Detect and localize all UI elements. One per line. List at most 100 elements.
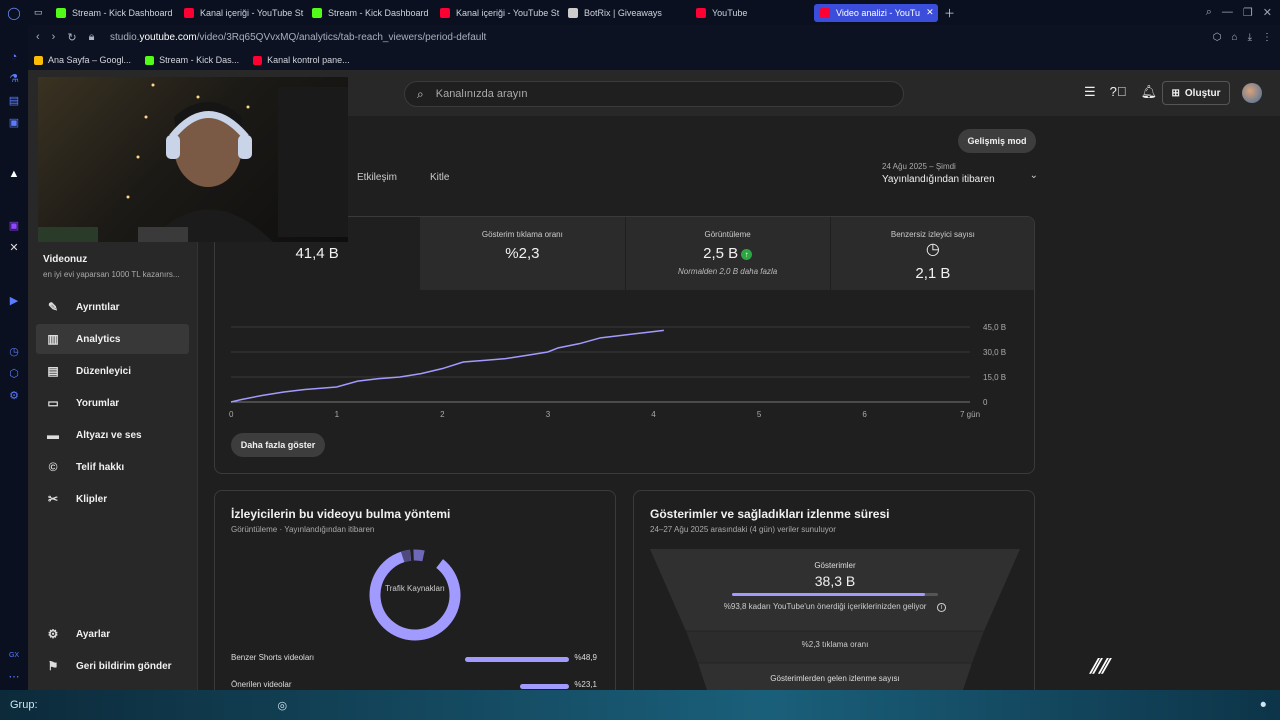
tab-audience[interactable]: Kitle [430, 172, 450, 183]
bookmark-item[interactable]: Ana Sayfa – Googl... [34, 55, 131, 65]
kick-app-icon[interactable]: ▲ [8, 168, 20, 180]
metric-value-row: 41,4 B [215, 245, 419, 262]
gear-icon: ⚙ [47, 627, 59, 641]
opera-menu-button[interactable]: ◯ [7, 5, 21, 20]
gx-icon[interactable]: GX [8, 652, 20, 659]
menu-dots-icon[interactable]: ⋮ [1262, 32, 1272, 43]
impressions-line[interactable] [230, 329, 664, 403]
donut-segment-small [369, 549, 461, 641]
metric-value: 2,1 B [915, 265, 951, 282]
info-icon[interactable]: i [936, 603, 947, 612]
search-tabs-icon[interactable]: ⌕ [1205, 6, 1212, 18]
bell-icon[interactable]: 🔔︎ [1140, 84, 1158, 99]
x-tick-label: 5 [757, 410, 762, 419]
sidebar-item[interactable]: ▤ Düzenleyici [47, 364, 132, 378]
metric-tile[interactable]: Görüntüleme 2,5 B ↑ Normalden 2,0 B daha fa… [625, 217, 831, 290]
browser-tab[interactable]: Video analizi - YouTu ✕ [814, 3, 938, 22]
period-selector[interactable]: 24 Ağu 2025 – Şimdi Yayınlandığından iti… [882, 162, 1042, 185]
lock-icon: 🔒︎ [88, 31, 95, 43]
mail-icon[interactable]: ▣ [8, 117, 20, 129]
more-icon[interactable]: ⋯ [8, 671, 20, 683]
workspace-icon[interactable]: ▭ [34, 7, 43, 17]
funnel-graphic [650, 549, 1020, 690]
metric-value-row: 2,5 B ↑ [626, 245, 830, 262]
x-tick-label: 3 [546, 410, 551, 419]
back-icon[interactable]: ‹ [36, 31, 40, 43]
sidebar-item[interactable]: ⚙ Ayarlar [47, 627, 111, 641]
metric-tile[interactable]: Benzersiz izleyici sayısı ◷ 2,1 B [830, 217, 1034, 290]
create-button[interactable]: ⊞ Oluştur [1162, 81, 1230, 105]
wallet-icon[interactable]: ▤ [8, 95, 20, 107]
traffic-source-label: Benzer Shorts videoları [231, 653, 315, 662]
close-tab-icon[interactable]: ✕ [926, 7, 934, 17]
tab-engagement[interactable]: Etkileşim [357, 172, 398, 183]
extensions-puzzle-icon[interactable]: ⬡ [1212, 32, 1222, 43]
funnel-recommended-note: %93,8 kadarı YouTube'un önerdiği içerikl… [634, 602, 1034, 612]
browser-tab[interactable]: Kanal içeriği - YouTube St [178, 0, 306, 25]
extensions-icon[interactable]: ⬡ [9, 368, 19, 380]
x-tick-label: 4 [651, 410, 656, 419]
metric-value: 2,5 B [703, 245, 739, 262]
sidebar-item[interactable]: ✎ Ayrıntılar [47, 300, 120, 314]
download-icon[interactable]: ⤓ [1247, 32, 1252, 43]
sidebar-item[interactable]: ▥ Analytics [36, 324, 189, 354]
opera-sidebar: ◔ ⚗ ▤ ▣ ▲ ▣ ✕ ▶ ◷ ⬡ ⚙ GX ⋯ [0, 25, 28, 690]
restore-icon[interactable]: ❐ [1242, 7, 1253, 19]
browser-tab[interactable]: Kanal içeriği - YouTube St [434, 0, 562, 25]
sidebar-item[interactable]: ⚑ Geri bildirim gönder [47, 659, 172, 673]
twitch-icon[interactable]: ▣ [8, 220, 20, 232]
speed-dial-icon[interactable]: ◔ [10, 51, 18, 63]
webcam-person-image [38, 83, 348, 242]
show-more-button[interactable]: Daha fazla göster [231, 433, 325, 457]
history-icon[interactable]: ◷ [9, 346, 19, 358]
browser-tab[interactable]: YouTube [690, 0, 814, 25]
close-window-icon[interactable]: ✕ [1262, 7, 1272, 19]
browser-tab-bar: ◯ ▭ Stream - Kick Dashboard Kanal içeriği… [0, 0, 1280, 25]
settings-icon[interactable]: ⚙ [9, 390, 19, 402]
reload-icon[interactable]: ↻ [67, 32, 77, 44]
metric-value-row: %2,3 [420, 245, 624, 262]
metric-tile[interactable]: Gösterim tıklama oranı %2,3 [420, 217, 626, 290]
traffic-donut[interactable] [367, 547, 463, 643]
browser-tab[interactable]: Stream - Kick Dashboard [306, 0, 434, 25]
traffic-source-row[interactable]: Önerilen videolar %23,1 [231, 680, 601, 690]
metric-label: Gösterim tıklama oranı [481, 230, 563, 239]
period-label: Yayınlandığından itibaren [882, 174, 995, 185]
aria-icon[interactable]: ⚗ [9, 73, 19, 85]
url-field[interactable]: studio.youtube.com/video/3Rq65QVvxMQ/ana… [110, 32, 487, 43]
new-tab-button[interactable]: ＋ [944, 7, 955, 20]
subtitles-icon: ▬ [47, 428, 59, 442]
advanced-mode-button[interactable]: Gelişmiş mod [958, 129, 1036, 153]
sidebar-item[interactable]: © Telif hakkı [36, 452, 189, 482]
search-box[interactable]: ⌕ Kanalınızda arayın [404, 81, 904, 107]
tab-favicon-icon [184, 7, 194, 18]
wallpaper-icon[interactable]: ◎ [277, 699, 288, 712]
sidebar-item[interactable]: ✂ Klipler [47, 492, 108, 506]
traffic-source-row[interactable]: Benzer Shorts videoları %48,9 [231, 653, 601, 667]
x-icon[interactable]: ✕ [9, 242, 19, 254]
bookmark-item[interactable]: Kanal kontrol pane... [253, 55, 350, 65]
sidebar-item[interactable]: ▭ Yorumlar [47, 396, 120, 410]
snapshot-icon[interactable]: ⌂ [1231, 32, 1238, 43]
player-icon[interactable]: ▶ [9, 295, 19, 307]
avatar[interactable] [1242, 83, 1262, 103]
forward-icon[interactable]: › [51, 31, 56, 43]
metric-value: 41,4 B [295, 245, 339, 262]
x-tick-label: 2 [440, 410, 445, 419]
search-input[interactable]: Kanalınızda arayın [435, 88, 528, 100]
bookmark-favicon-icon [145, 55, 155, 65]
captions-icon[interactable]: ☰ [1084, 84, 1096, 99]
metric-value-row: 2,1 B [831, 265, 1034, 282]
analytics-main: Gelişmiş mod Etkileşim Kitle 24 Ağu 2025… [198, 116, 1280, 690]
y-tick-label: 30,0 B [983, 348, 1006, 357]
minimize-icon[interactable]: — [1221, 6, 1233, 18]
browser-tab[interactable]: BotRix | Giveaways [562, 0, 690, 25]
browser-tab[interactable]: Stream - Kick Dashboard [50, 0, 178, 25]
bookmark-item[interactable]: Stream - Kick Das... [145, 55, 239, 65]
help-icon[interactable]: ?⃝ [1109, 84, 1127, 99]
metric-label: Benzersiz izleyici sayısı [890, 230, 975, 239]
sidebar-item[interactable]: ▬ Altyazı ve ses [47, 428, 142, 442]
mic-icon[interactable]: ⏺ [1260, 698, 1267, 711]
trend-up-icon: ↑ [741, 249, 753, 260]
